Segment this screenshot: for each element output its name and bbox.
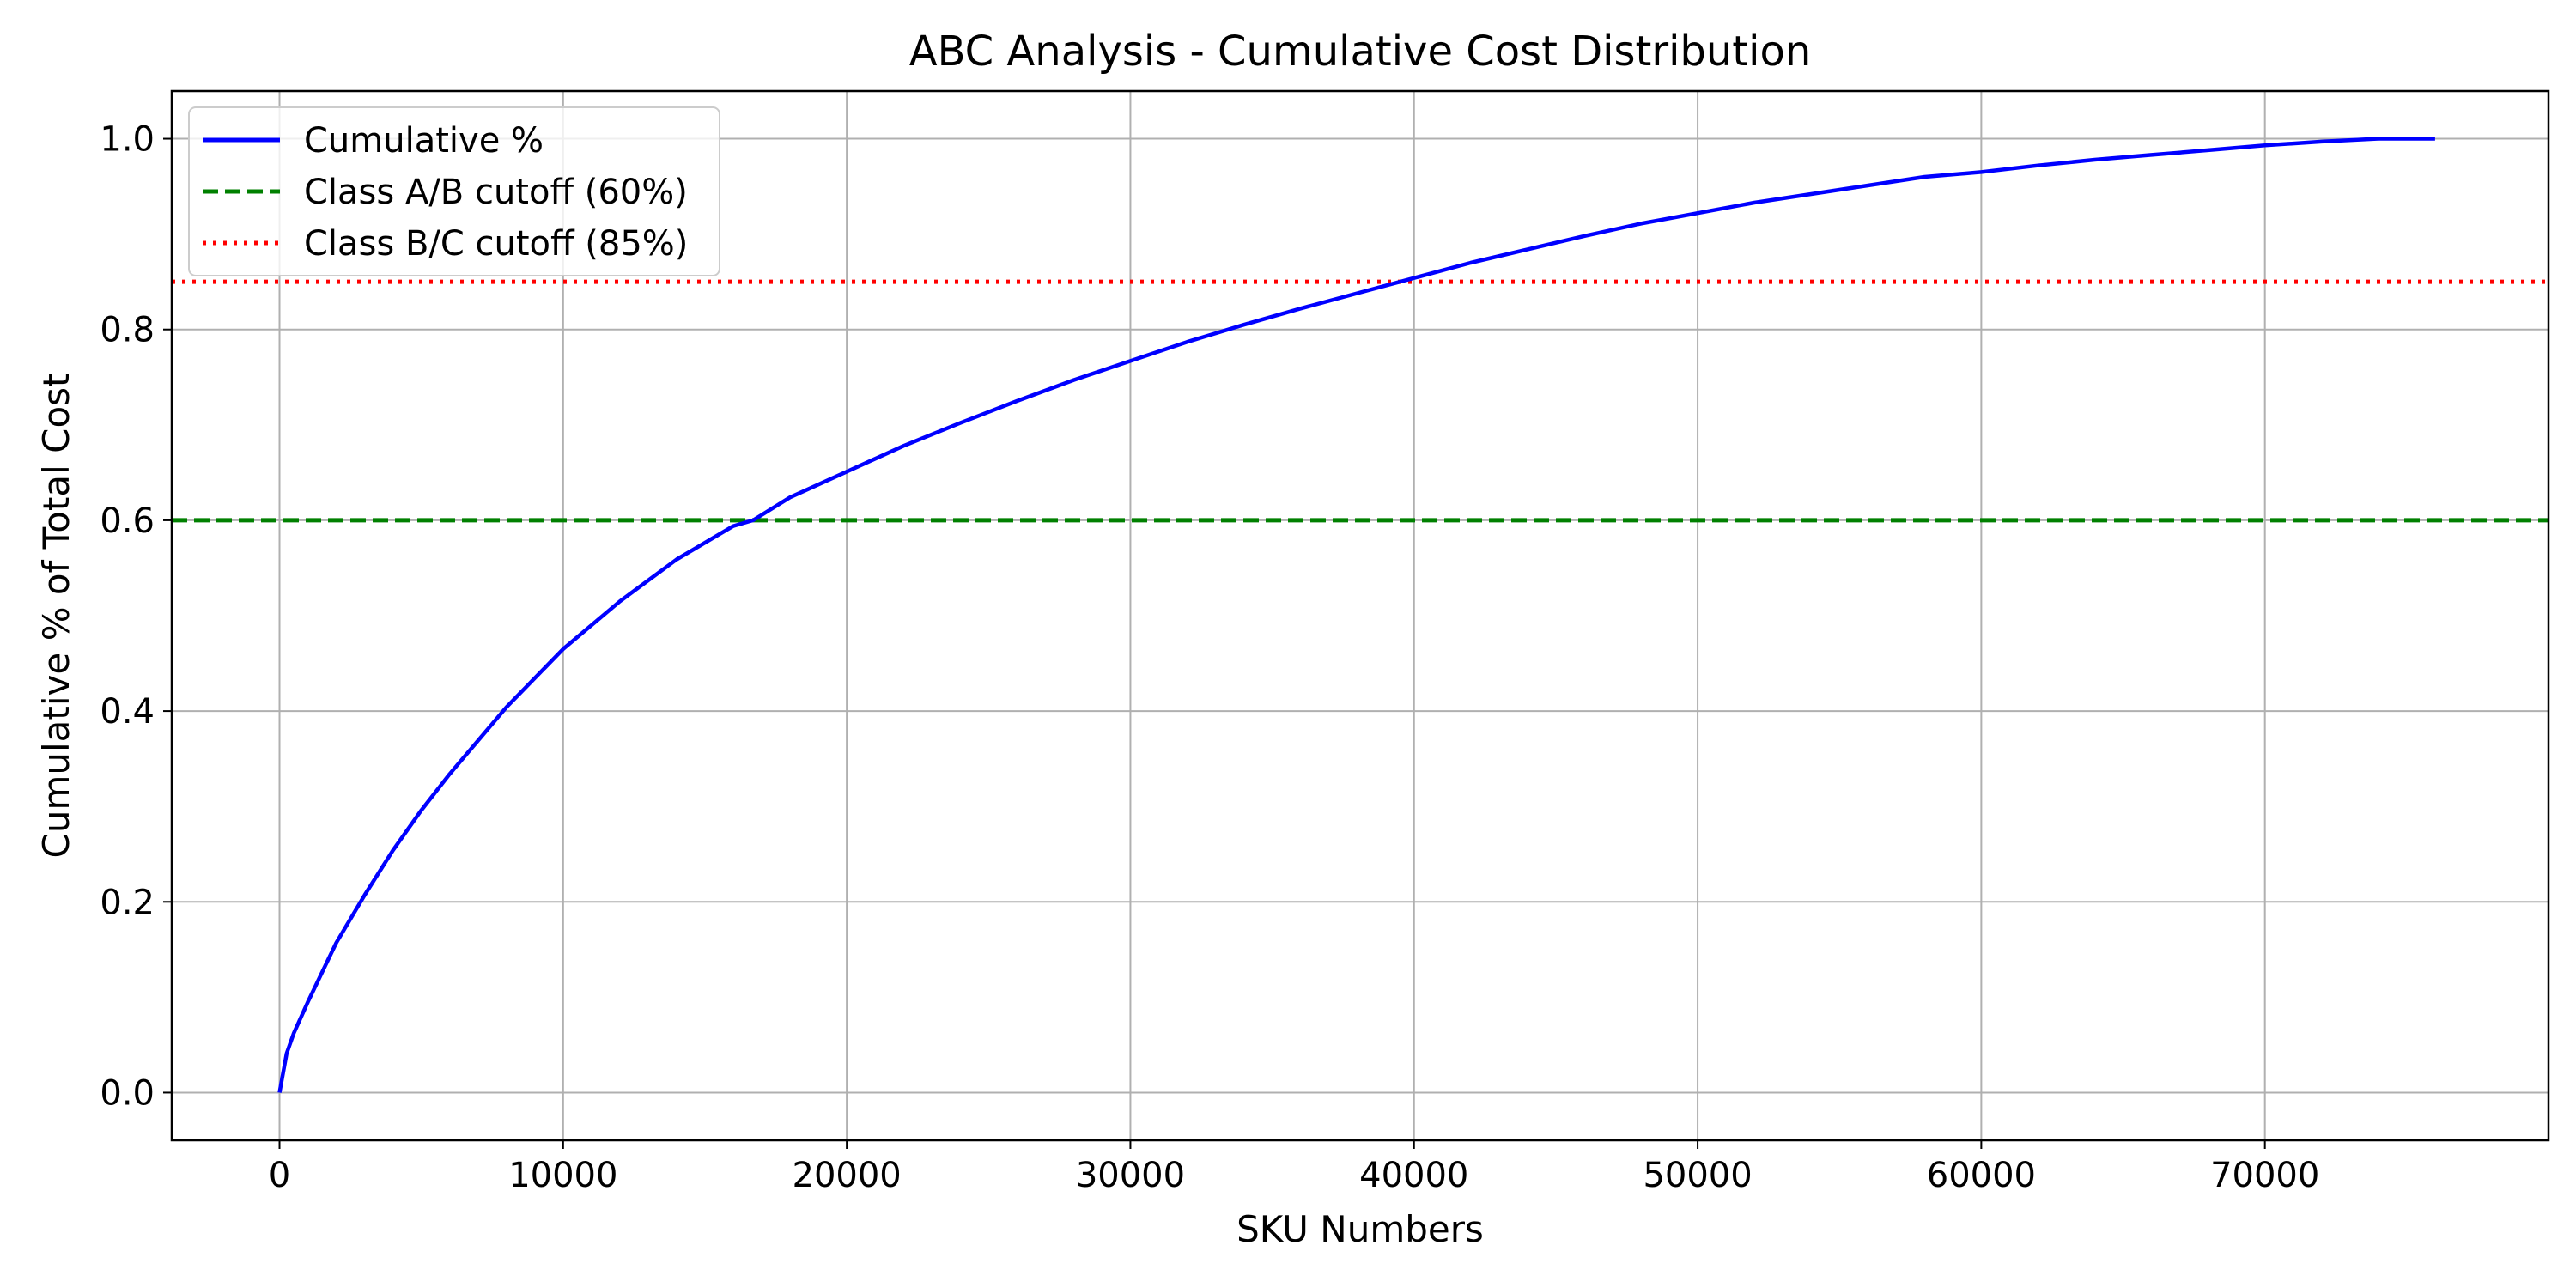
x-tick-label: 40000 (1359, 1156, 1468, 1195)
legend: Cumulative % Class A/B cutoff (60%) Class … (188, 106, 720, 276)
x-tick-label: 60000 (1927, 1156, 2036, 1195)
legend-label: Class B/C cutoff (85%) (304, 224, 688, 264)
grid-lines (172, 91, 2549, 1140)
x-tick-label: 20000 (793, 1156, 902, 1195)
legend-label: Class A/B cutoff (60%) (304, 173, 688, 212)
x-tick-label: 0 (269, 1156, 290, 1195)
legend-frame (188, 106, 720, 276)
x-tick-label: 50000 (1643, 1156, 1752, 1195)
y-axis-label: Cumulative % of Total Cost (35, 374, 77, 859)
x-axis-label: SKU Numbers (1236, 1208, 1484, 1250)
y-tick-label: 0.4 (100, 692, 155, 732)
x-tick-label: 10000 (508, 1156, 617, 1195)
plot-area-frame (170, 89, 2550, 1142)
y-tick-label: 0.0 (100, 1073, 155, 1113)
legend-label: Cumulative % (304, 121, 544, 161)
x-axis-ticks: 0 10000 20000 30000 40000 50000 60000 70000 (269, 1140, 2319, 1195)
x-tick-label: 70000 (2210, 1156, 2319, 1195)
reference-lines (172, 279, 2549, 523)
series-lines (277, 137, 2435, 1093)
y-axis-ticks: 0.0 0.2 0.4 0.6 0.8 1.0 (100, 120, 172, 1113)
y-tick-label: 0.2 (100, 883, 155, 922)
x-tick-label: 30000 (1076, 1156, 1185, 1195)
chart-title: ABC Analysis - Cumulative Cost Distribut… (909, 27, 1812, 76)
y-tick-label: 0.8 (100, 311, 155, 350)
y-tick-label: 0.6 (100, 501, 155, 541)
y-tick-label: 1.0 (100, 120, 155, 160)
series-line-1 (277, 137, 2435, 1093)
